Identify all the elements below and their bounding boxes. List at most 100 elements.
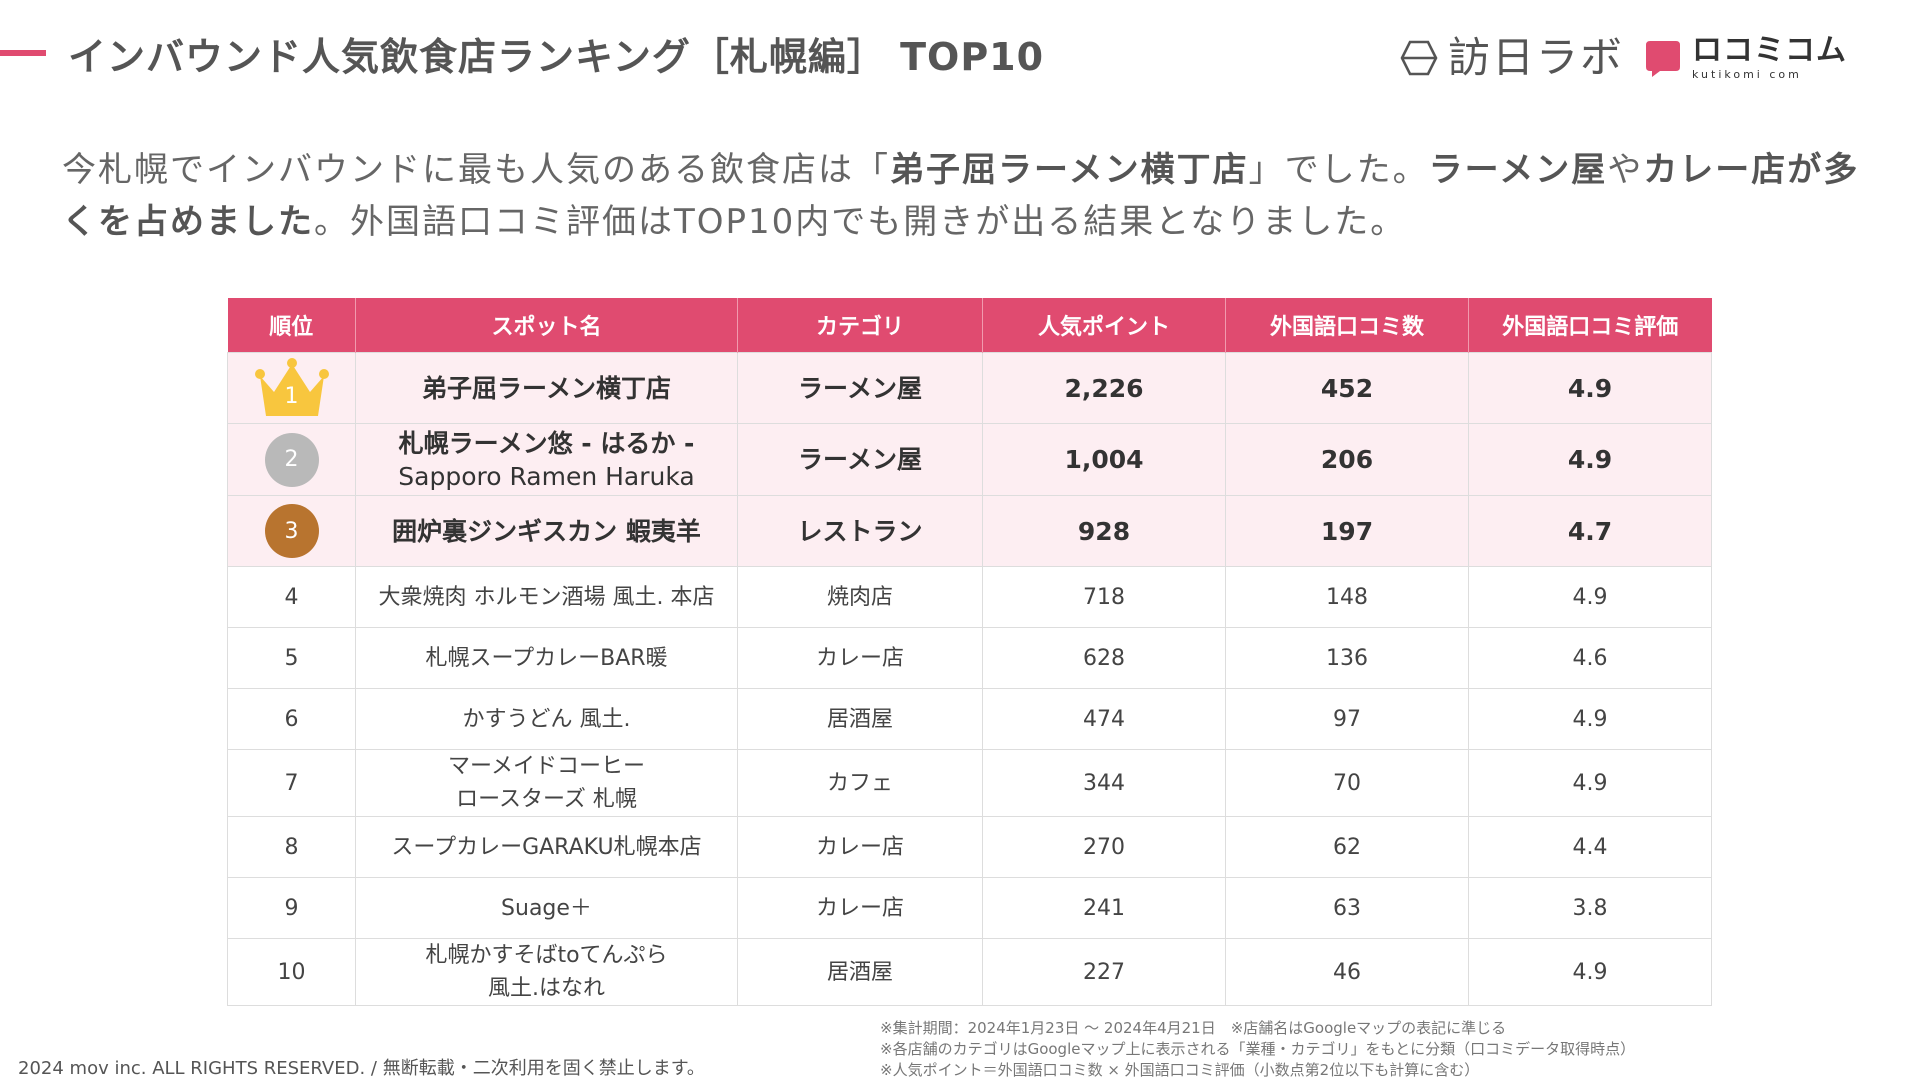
copyright-text: 2024 mov inc. ALL RIGHTS RESERVED. / 無断転…	[18, 1058, 705, 1079]
review-count-cell: 197	[1225, 495, 1469, 567]
review-count-cell: 206	[1225, 423, 1469, 496]
table-row: 3 囲炉裏ジンギスカン 蝦夷羊 レストラン 928 197 4.7	[227, 495, 1712, 567]
table-row: 7 マーメイドコーヒー ロースターズ 札幌 カフェ 344 70 4.9	[227, 749, 1712, 817]
review-count-cell: 452	[1225, 352, 1469, 424]
points-cell: 718	[982, 566, 1226, 628]
review-count-cell: 46	[1225, 938, 1469, 1006]
points-cell: 227	[982, 938, 1226, 1006]
review-count-cell: 70	[1225, 749, 1469, 817]
table-header-row: 順位 スポット名 カテゴリ 人気ポイント 外国語口コミ数 外国語口コミ評価	[227, 298, 1712, 353]
footnotes: ※集計期間：2024年1月23日 〜 2024年4月21日 ※店舗名はGoogl…	[880, 1018, 1635, 1081]
ranking-table: 順位 スポット名 カテゴリ 人気ポイント 外国語口コミ数 外国語口コミ評価 1	[227, 298, 1712, 1006]
category-cell: カレー店	[737, 627, 983, 689]
kutikomi-logo-text: ロコミコム	[1692, 33, 1847, 68]
spot-name-cell: スープカレーGARAKU札幌本店	[355, 816, 738, 878]
points-cell: 241	[982, 877, 1226, 939]
spot-name-line2: Sapporo Ramen Haruka	[398, 461, 695, 491]
rank-cell: 5	[227, 627, 356, 689]
title-accent-bar	[0, 50, 46, 56]
category-cell: 居酒屋	[737, 938, 983, 1006]
points-cell: 1,004	[982, 423, 1226, 496]
spot-name-cell: 囲炉裏ジンギスカン 蝦夷羊	[355, 495, 738, 567]
spot-name-cell: 札幌ラーメン悠 - はるか - Sapporo Ramen Haruka	[355, 423, 738, 496]
header-review-rating: 外国語口コミ評価	[1468, 298, 1712, 353]
table-row: 5 札幌スープカレーBAR暖 カレー店 628 136 4.6	[227, 627, 1712, 689]
spot-name: 弟子屈ラーメン横丁店	[421, 373, 671, 403]
lead-text-part: 今札幌でインバウンドに最も人気のある飲食店は「	[62, 150, 890, 190]
table-row: 6 かすうどん 風土. 居酒屋 474 97 4.9	[227, 688, 1712, 750]
gold-crown-shape	[254, 358, 329, 416]
lead-text: 今札幌でインバウンドに最も人気のある飲食店は「弟子屈ラーメン横丁店」でした。ラー…	[62, 144, 1882, 248]
rating-cell: 4.9	[1468, 749, 1712, 817]
lead-highlight: カレー店が多くを占めました	[62, 150, 1860, 242]
lead-highlight: 弟子屈ラーメン横丁店	[890, 150, 1249, 190]
rating-cell: 4.4	[1468, 816, 1712, 878]
speech-bubble-logo-icon	[1646, 41, 1680, 77]
spot-name: 大衆焼肉 ホルモン酒場 風土. 本店	[378, 584, 715, 610]
rating-cell: 4.9	[1468, 423, 1712, 496]
rating-cell: 4.9	[1468, 688, 1712, 750]
rating-cell: 4.9	[1468, 938, 1712, 1006]
spot-name: Suage＋	[501, 895, 592, 921]
spot-name: 囲炉裏ジンギスカン 蝦夷羊	[392, 516, 701, 546]
header-rank: 順位	[227, 298, 356, 353]
rank-cell: 9	[227, 877, 356, 939]
silver-medal-badge: 2	[264, 432, 319, 487]
spot-name-cell: 弟子屈ラーメン横丁店	[355, 352, 738, 424]
spot-name-cell: マーメイドコーヒー ロースターズ 札幌	[355, 749, 738, 817]
spot-name-cell: Suage＋	[355, 877, 738, 939]
table-row: 2 札幌ラーメン悠 - はるか - Sapporo Ramen Haruka ラー…	[227, 423, 1712, 496]
rating-cell: 4.6	[1468, 627, 1712, 689]
houjin-labo-logo-text: 訪日ラボ	[1447, 33, 1624, 82]
rating-cell: 3.8	[1468, 877, 1712, 939]
rating-cell: 4.7	[1468, 495, 1712, 567]
footnote: ※各店舗のカテゴリはGoogleマップ上に表示される「業種・カテゴリ」をもとに分…	[880, 1040, 1636, 1058]
rank-cell: 3	[227, 495, 356, 567]
header-points: 人気ポイント	[982, 298, 1226, 353]
rank-cell: 7	[227, 749, 356, 817]
rank-cell: 8	[227, 816, 356, 878]
spot-name: 札幌ラーメン悠 - はるか -	[398, 428, 695, 458]
header-review-count: 外国語口コミ数	[1225, 298, 1469, 353]
gold-crown-icon: 1	[252, 356, 332, 420]
spot-name-cell: かすうどん 風土.	[355, 688, 738, 750]
rank-cell: 10	[227, 938, 356, 1006]
header-spot-name: スポット名	[355, 298, 738, 353]
kutikomi-com-logo: ロコミコム kutikomi com	[1646, 36, 1847, 80]
kutikomi-logo-subtext: kutikomi com	[1692, 68, 1802, 81]
points-cell: 344	[982, 749, 1226, 817]
logo-area: 訪日ラボ ロコミコム kutikomi com	[1400, 30, 1847, 86]
rank-cell: 6	[227, 688, 356, 750]
category-cell: カレー店	[737, 877, 983, 939]
spot-name: 札幌スープカレーBAR暖	[425, 645, 668, 671]
spot-name-cell: 大衆焼肉 ホルモン酒場 風土. 本店	[355, 566, 738, 628]
spot-name: かすうどん 風土.	[462, 706, 631, 732]
header-category: カテゴリ	[737, 298, 983, 353]
hexagon-logo-icon	[1400, 40, 1438, 76]
category-cell: カレー店	[737, 816, 983, 878]
review-count-cell: 148	[1225, 566, 1469, 628]
category-cell: 居酒屋	[737, 688, 983, 750]
lead-text-part: 。外国語口コミ評価はTOP10内でも開きが出る結果となりました。	[314, 202, 1407, 242]
bronze-medal-badge: 3	[264, 504, 319, 558]
spot-name: 札幌かすそばtoてんぷら	[425, 943, 668, 968]
review-count-cell: 63	[1225, 877, 1469, 939]
rank-cell: 2	[227, 423, 356, 496]
table-row: 1 弟子屈ラーメン横丁店 ラーメン屋 2,226 452 4.9	[227, 352, 1712, 424]
lead-highlight: ラーメン屋	[1428, 150, 1608, 190]
points-cell: 474	[982, 688, 1226, 750]
points-cell: 2,226	[982, 352, 1226, 424]
page-title: インバウンド人気飲食店ランキング［札幌編］ TOP10	[68, 35, 1045, 79]
spot-name-cell: 札幌スープカレーBAR暖	[355, 627, 738, 689]
category-cell: レストラン	[737, 495, 983, 567]
footnote: ※集計期間：2024年1月23日 〜 2024年4月21日 ※店舗名はGoogl…	[880, 1019, 1507, 1037]
table-row: 8 スープカレーGARAKU札幌本店 カレー店 270 62 4.4	[227, 816, 1712, 878]
review-count-cell: 136	[1225, 627, 1469, 689]
rating-cell: 4.9	[1468, 352, 1712, 424]
rank-number: 1	[284, 384, 299, 409]
footnote: ※人気ポイント＝外国語口コミ数 × 外国語口コミ評価（小数点第2位以下も計算に含…	[880, 1061, 1480, 1079]
spot-name: スープカレーGARAKU札幌本店	[391, 834, 702, 860]
category-cell: ラーメン屋	[737, 423, 983, 496]
spot-name: マーメイドコーヒー	[447, 754, 646, 779]
points-cell: 928	[982, 495, 1226, 567]
